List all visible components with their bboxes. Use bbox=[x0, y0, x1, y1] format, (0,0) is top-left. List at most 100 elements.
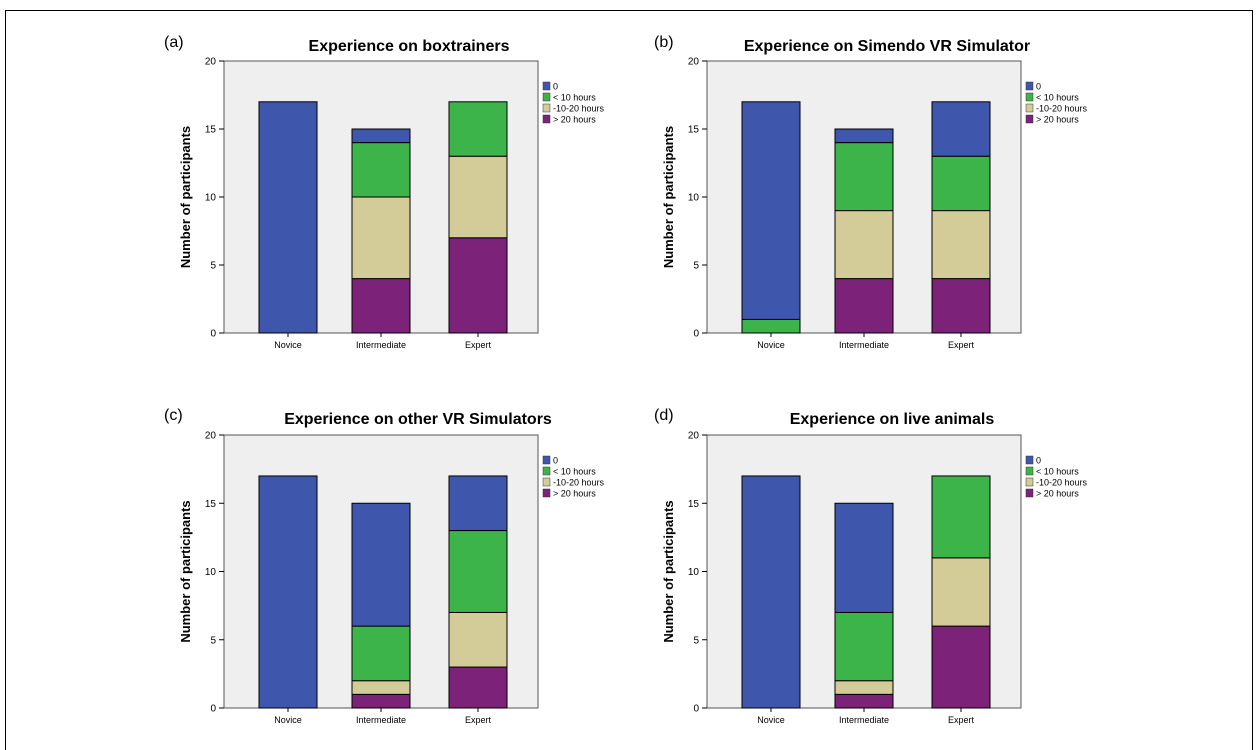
legend-swatch bbox=[542, 477, 551, 487]
bar-segment bbox=[351, 502, 411, 627]
y-tick-label: 20 bbox=[205, 57, 217, 68]
bar-segment bbox=[931, 625, 991, 709]
y-tick-label: 0 bbox=[693, 329, 699, 340]
y-tick-label: 20 bbox=[205, 431, 217, 442]
y-tick-label: 15 bbox=[688, 499, 700, 510]
bar-segment bbox=[931, 278, 991, 334]
legend-label: 0 bbox=[1036, 456, 1041, 466]
panel-label: (a) bbox=[164, 34, 184, 51]
legend-label: < 10 hours bbox=[553, 93, 596, 103]
y-axis-label: Number of participants bbox=[661, 126, 676, 268]
bar-segment bbox=[448, 237, 508, 334]
figure-border bbox=[5, 10, 1253, 750]
bar-segment bbox=[834, 611, 894, 682]
y-tick-label: 15 bbox=[205, 125, 217, 136]
legend-label: 0 bbox=[553, 456, 558, 466]
bar-segment bbox=[834, 210, 894, 280]
legend-swatch bbox=[542, 103, 551, 113]
chart-panel: (a) Experience on boxtrainers Number of pa… bbox=[164, 34, 605, 350]
bar-segment bbox=[351, 625, 411, 682]
legend-label: < 10 hours bbox=[1036, 93, 1079, 103]
bar-segment bbox=[741, 318, 801, 334]
legend-swatch bbox=[542, 488, 551, 498]
bar-segment bbox=[834, 502, 894, 613]
legend-swatch bbox=[1025, 455, 1034, 465]
bar-segment bbox=[931, 557, 991, 627]
x-tick-label: Novice bbox=[757, 340, 785, 350]
bar-segment bbox=[351, 680, 411, 695]
chart-title: Experience on other VR Simulators bbox=[284, 411, 552, 428]
legend-swatch bbox=[1025, 114, 1034, 124]
panel-label: (d) bbox=[654, 407, 674, 424]
legend-swatch bbox=[542, 81, 551, 91]
y-tick-label: 5 bbox=[210, 635, 216, 646]
bar-segment bbox=[931, 210, 991, 280]
legend-swatch bbox=[1025, 477, 1034, 487]
x-tick-label: Expert bbox=[465, 340, 492, 350]
legend-swatch bbox=[542, 455, 551, 465]
y-tick-label: 5 bbox=[693, 261, 699, 272]
x-tick-label: Expert bbox=[948, 715, 975, 725]
legend-label: < 10 hours bbox=[1036, 467, 1079, 477]
bar-segment bbox=[351, 128, 411, 144]
y-tick-label: 5 bbox=[210, 261, 216, 272]
chart-title: Experience on boxtrainers bbox=[309, 38, 510, 55]
x-tick-label: Intermediate bbox=[356, 715, 406, 725]
x-tick-label: Novice bbox=[274, 715, 302, 725]
bar-segment bbox=[258, 101, 318, 334]
legend-label: < 10 hours bbox=[553, 467, 596, 477]
bar-segment bbox=[834, 693, 894, 709]
bar-segment bbox=[351, 693, 411, 709]
y-tick-label: 15 bbox=[205, 499, 217, 510]
x-tick-label: Novice bbox=[274, 340, 302, 350]
bar-segment bbox=[931, 155, 991, 212]
legend-label: 0 bbox=[1036, 82, 1041, 92]
bar-segment bbox=[834, 128, 894, 144]
y-tick-label: 10 bbox=[205, 567, 217, 578]
y-tick-label: 0 bbox=[210, 704, 216, 715]
legend-swatch bbox=[542, 92, 551, 102]
y-tick-label: 10 bbox=[688, 567, 700, 578]
legend-label: -10-20 hours bbox=[1036, 478, 1088, 488]
y-tick-label: 0 bbox=[693, 704, 699, 715]
bar-segment bbox=[834, 680, 894, 695]
panel-label: (c) bbox=[164, 407, 183, 424]
bar-segment bbox=[448, 475, 508, 532]
legend-label: -10-20 hours bbox=[1036, 104, 1088, 114]
bar-segment bbox=[258, 475, 318, 709]
y-tick-label: 20 bbox=[688, 431, 700, 442]
bar-segment bbox=[448, 101, 508, 157]
y-axis-label: Number of participants bbox=[178, 126, 193, 268]
y-axis-label: Number of participants bbox=[178, 500, 193, 642]
panel-label: (b) bbox=[654, 34, 674, 51]
x-tick-label: Expert bbox=[465, 715, 492, 725]
y-tick-label: 20 bbox=[688, 57, 700, 68]
legend-label: > 20 hours bbox=[553, 115, 596, 125]
y-tick-label: 15 bbox=[688, 125, 700, 136]
bar-segment bbox=[448, 155, 508, 239]
legend-label: -10-20 hours bbox=[553, 478, 605, 488]
chart-panel: (b) Experience on Simendo VR Simulator Num… bbox=[654, 34, 1088, 350]
y-axis-label: Number of participants bbox=[661, 500, 676, 642]
legend-label: > 20 hours bbox=[553, 489, 596, 499]
legend-swatch bbox=[1025, 103, 1034, 113]
bar-segment bbox=[448, 611, 508, 668]
chart-panel: (d) Experience on live animals Number of p… bbox=[654, 407, 1088, 725]
bar-segment bbox=[741, 101, 801, 320]
legend-swatch bbox=[542, 466, 551, 476]
legend-swatch bbox=[1025, 488, 1034, 498]
bar-segment bbox=[834, 142, 894, 212]
bar-segment bbox=[834, 278, 894, 334]
bar-segment bbox=[351, 142, 411, 198]
x-tick-label: Intermediate bbox=[356, 340, 406, 350]
chart-title: Experience on live animals bbox=[790, 411, 995, 428]
y-tick-label: 0 bbox=[210, 329, 216, 340]
bar-segment bbox=[448, 530, 508, 613]
x-tick-label: Intermediate bbox=[839, 340, 889, 350]
chart-panel: (c) Experience on other VR Simulators Numb… bbox=[164, 407, 605, 725]
y-tick-label: 10 bbox=[205, 193, 217, 204]
legend-swatch bbox=[1025, 81, 1034, 91]
legend-swatch bbox=[542, 114, 551, 124]
x-tick-label: Expert bbox=[948, 340, 975, 350]
